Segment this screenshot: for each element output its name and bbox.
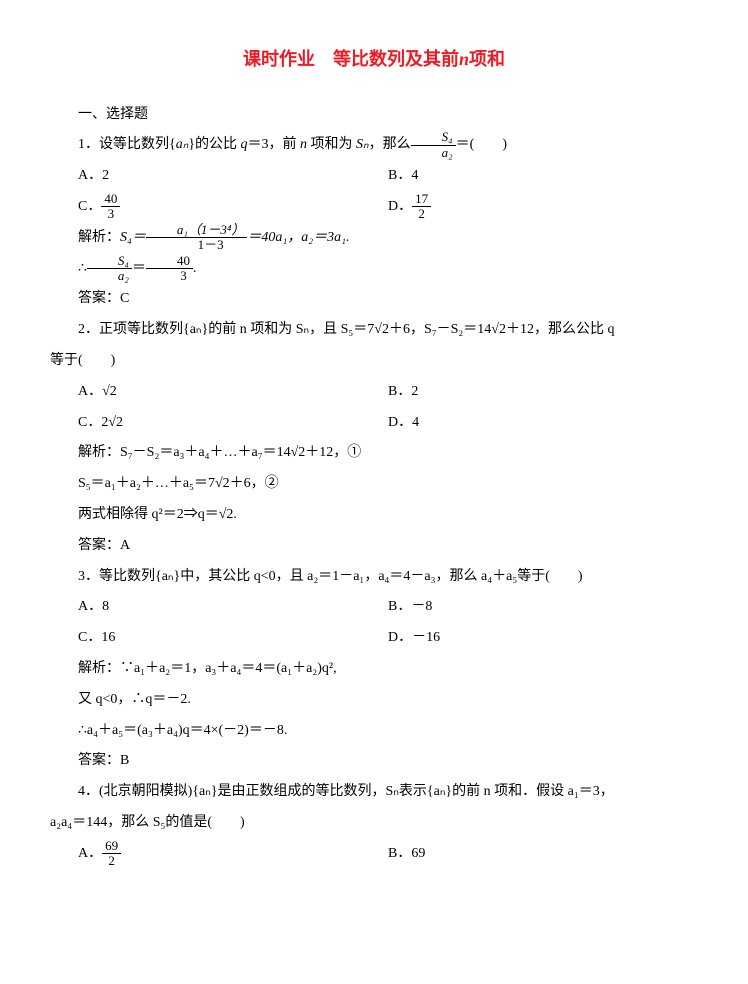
sol-text: .	[193, 261, 197, 276]
q3-solution-2: 又 q<0，∴q＝－2.	[50, 685, 698, 716]
q2-answer: 答案：A	[50, 531, 698, 562]
frac-num: S₄	[87, 254, 132, 269]
sol-frac: S₄a₂	[87, 254, 132, 284]
section-heading: 一、选择题	[50, 100, 698, 131]
question-3: 3．等比数列{aₙ}中，其公比 q<0，且 a₂＝1－a₁，a₄＝4－a₃，那么…	[50, 562, 698, 593]
frac-den: a₂	[411, 146, 456, 160]
q2-solution-1: 解析：S₇－S₂＝a₃＋a₄＋…＋a₇＝14√2＋12，①	[50, 438, 698, 469]
q1-text: ＝3，前	[248, 137, 301, 152]
q1-solution-1: 解析：S₄＝a₁（1－3⁴）1－3＝40a₁，a₂＝3a₁.	[50, 223, 698, 254]
q1-text: }的公比	[188, 137, 240, 152]
q4-options-row1: A．692 B．69	[50, 839, 698, 870]
frac-den: 3	[146, 269, 193, 283]
sol-text: ＝40a₁，a₂＝3a₁.	[247, 230, 349, 245]
question-2-cont: 等于( )	[50, 346, 698, 377]
frac-num: S₄	[411, 130, 456, 145]
sol-text: ∴	[78, 261, 87, 276]
title-suffix: 项和	[469, 49, 505, 69]
sol-frac: 403	[146, 254, 193, 284]
optC-frac: 403	[101, 192, 120, 222]
sol-label: 解析：	[78, 661, 120, 676]
sol-text: ∵a₁＋a₂＝1，a₃＋a₄＝4＝(a₁＋a₂)q²,	[120, 661, 337, 676]
q3-optA: A．8	[78, 592, 388, 623]
sol-text: ＝	[132, 261, 146, 276]
question-4-cont: a₂a₄＝144，那么 S₅的值是( )	[50, 808, 698, 839]
q1-fraction: S₄a₂	[411, 130, 456, 160]
question-2: 2．正项等比数列{aₙ}的前 n 项和为 Sₙ，且 S₅＝7√2＋6，S₇－S₂…	[50, 315, 698, 346]
frac-num: a₁（1－3⁴）	[146, 223, 248, 238]
frac-num: 69	[102, 839, 121, 854]
q3-optD: D．－16	[388, 623, 698, 654]
frac-den: 3	[101, 207, 120, 221]
frac-den: 2	[412, 207, 431, 221]
optD-label: D．	[388, 199, 412, 214]
q1-text: 项和为	[307, 137, 356, 152]
q4-optA: A．692	[78, 839, 388, 870]
frac-den: 1－3	[146, 238, 248, 252]
title-n: n	[459, 49, 469, 69]
q2-optC: C．2√2	[78, 408, 388, 439]
q2-options-row2: C．2√2 D．4	[50, 408, 698, 439]
q2-options-row1: A．√2 B．2	[50, 377, 698, 408]
q3-solution-1: 解析：∵a₁＋a₂＝1，a₃＋a₄＝4＝(a₁＋a₂)q²,	[50, 654, 698, 685]
frac-den: a₂	[87, 269, 132, 283]
frac-num: 40	[101, 192, 120, 207]
frac-num: 17	[412, 192, 431, 207]
q4-optB: B．69	[388, 839, 698, 870]
q3-options-row1: A．8 B．－8	[50, 592, 698, 623]
frac-num: 40	[146, 254, 193, 269]
q1-seq: aₙ	[176, 137, 189, 152]
sol-label: 解析：	[78, 445, 120, 460]
q3-options-row2: C．16 D．－16	[50, 623, 698, 654]
optC-label: C．	[78, 199, 101, 214]
optD-frac: 172	[412, 192, 431, 222]
q3-optC: C．16	[78, 623, 388, 654]
q3-answer: 答案：B	[50, 746, 698, 777]
optA-label: A．	[78, 846, 102, 861]
q2-optA: A．√2	[78, 377, 388, 408]
title-prefix: 课时作业 等比数列及其前	[243, 49, 459, 69]
q1-options-row1: A．2 B．4	[50, 161, 698, 192]
q1-optD: D．172	[388, 192, 698, 223]
q1-optB: B．4	[388, 161, 698, 192]
q1-text: 1．设等比数列{	[78, 137, 176, 152]
page-title: 课时作业 等比数列及其前n项和	[50, 40, 698, 80]
q2-optD: D．4	[388, 408, 698, 439]
q1-q: q	[241, 137, 248, 152]
q1-text: ＝( )	[456, 137, 507, 152]
q3-solution-3: ∴a₄＋a₅＝(a₃＋a₄)q＝4×(－2)＝－8.	[50, 716, 698, 747]
q1-options-row2: C．403 D．172	[50, 192, 698, 223]
q2-solution-2: S₅＝a₁＋a₂＋…＋a₅＝7√2＋6，②	[50, 469, 698, 500]
q1-answer: 答案：C	[50, 284, 698, 315]
sol-frac: a₁（1－3⁴）1－3	[146, 223, 248, 253]
question-1: 1．设等比数列{aₙ}的公比 q＝3，前 n 项和为 Sₙ，那么S₄a₂＝( )	[50, 130, 698, 161]
question-4: 4．(北京朝阳模拟){aₙ}是由正数组成的等比数列，Sₙ表示{aₙ}的前 n 项…	[50, 777, 698, 808]
sol-text: S₇－S₂＝a₃＋a₄＋…＋a₇＝14√2＋12，①	[120, 445, 361, 460]
q1-sn: Sₙ	[356, 137, 369, 152]
sol-text: S₄＝	[120, 230, 146, 245]
sol-label: 解析：	[78, 230, 120, 245]
q1-n: n	[300, 137, 307, 152]
q1-solution-2: ∴S₄a₂＝403.	[50, 254, 698, 285]
frac-den: 2	[102, 854, 121, 868]
q1-optC: C．403	[78, 192, 388, 223]
q1-text: ，那么	[369, 137, 411, 152]
q2-solution-3: 两式相除得 q²＝2⇒q＝√2.	[50, 500, 698, 531]
q2-optB: B．2	[388, 377, 698, 408]
q3-optB: B．－8	[388, 592, 698, 623]
optA-frac: 692	[102, 839, 121, 869]
q1-optA: A．2	[78, 161, 388, 192]
